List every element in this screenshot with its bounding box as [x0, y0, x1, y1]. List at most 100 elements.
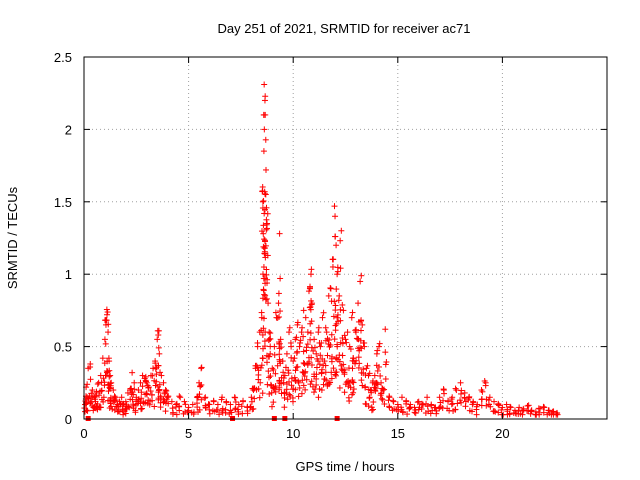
y-tick-label: 0.5 — [54, 340, 72, 355]
data-point — [290, 358, 297, 365]
data-point — [334, 271, 341, 278]
data-point — [386, 393, 393, 400]
data-point — [196, 391, 203, 398]
data-point — [278, 380, 285, 387]
data-point — [248, 394, 255, 401]
data-point — [155, 362, 162, 369]
data-point — [343, 339, 350, 346]
data-point — [362, 384, 369, 391]
data-point — [540, 409, 547, 416]
data-point — [112, 394, 119, 401]
data-point — [206, 406, 213, 413]
data-point — [360, 366, 367, 373]
data-point — [263, 226, 270, 233]
data-point — [138, 389, 145, 396]
data-point — [305, 288, 312, 295]
data-point — [259, 390, 266, 397]
data-point — [311, 389, 318, 396]
data-point — [350, 386, 357, 393]
data-point — [185, 407, 192, 414]
data-point — [302, 386, 309, 393]
data-point — [341, 369, 348, 376]
data-point — [400, 409, 407, 416]
data-point — [324, 352, 331, 359]
data-point — [329, 353, 336, 360]
data-point — [353, 326, 360, 333]
data-point — [390, 397, 397, 404]
data-point — [297, 337, 304, 344]
data-point — [313, 381, 320, 388]
data-point — [269, 365, 276, 372]
data-point — [201, 395, 208, 402]
data-point — [371, 372, 378, 379]
data-point — [296, 343, 303, 350]
data-point — [333, 369, 340, 376]
data-point — [292, 367, 299, 374]
data-point — [261, 291, 268, 298]
data-point — [264, 252, 271, 259]
data-point — [330, 365, 337, 372]
data-point — [376, 340, 383, 347]
data-point — [320, 381, 327, 388]
data-point — [156, 350, 163, 357]
data-point — [255, 367, 262, 374]
data-point — [270, 366, 277, 373]
data-point — [291, 355, 298, 362]
data-point — [452, 385, 459, 392]
data-point — [158, 372, 165, 379]
data-point — [332, 213, 339, 220]
data-point — [311, 344, 318, 351]
data-point — [340, 307, 347, 314]
data-point — [198, 396, 205, 403]
data-point — [311, 336, 318, 343]
data-points — [81, 81, 561, 421]
y-tick-label: 2.5 — [54, 50, 72, 65]
data-point — [293, 349, 300, 356]
data-point — [262, 296, 269, 303]
data-point — [182, 401, 189, 408]
data-point — [151, 377, 158, 384]
data-point — [337, 237, 344, 244]
data-point — [260, 197, 267, 204]
data-point — [266, 335, 273, 342]
data-point — [176, 407, 183, 414]
data-point — [104, 309, 111, 316]
data-point — [333, 242, 340, 249]
data-point — [195, 394, 202, 401]
data-point — [350, 379, 357, 386]
data-point — [263, 204, 270, 211]
data-point — [398, 394, 405, 401]
data-point — [317, 352, 324, 359]
data-point — [315, 358, 322, 365]
data-point — [142, 378, 149, 385]
y-tick-label: 1.5 — [54, 195, 72, 210]
data-point — [458, 387, 465, 394]
data-point — [261, 126, 268, 133]
data-point — [321, 358, 328, 365]
data-point — [368, 407, 375, 414]
data-point — [262, 191, 269, 198]
data-point — [100, 394, 107, 401]
data-point — [137, 379, 144, 386]
data-point — [327, 285, 334, 292]
data-point — [503, 401, 510, 408]
data-point — [328, 375, 335, 382]
data-point — [260, 222, 267, 229]
data-point — [370, 399, 377, 406]
data-point — [295, 378, 302, 385]
chart-title: Day 251 of 2021, SRMTID for receiver ac7… — [218, 21, 471, 36]
data-point — [504, 406, 511, 413]
data-point — [277, 308, 284, 315]
data-point — [334, 356, 341, 363]
data-point — [154, 336, 161, 343]
data-point — [259, 183, 266, 190]
data-point — [381, 400, 388, 407]
data-point — [295, 393, 302, 400]
data-point — [272, 309, 279, 316]
data-point — [498, 406, 505, 413]
data-point — [339, 301, 346, 308]
data-point — [280, 369, 287, 376]
data-point — [277, 275, 284, 282]
data-point — [515, 410, 522, 417]
